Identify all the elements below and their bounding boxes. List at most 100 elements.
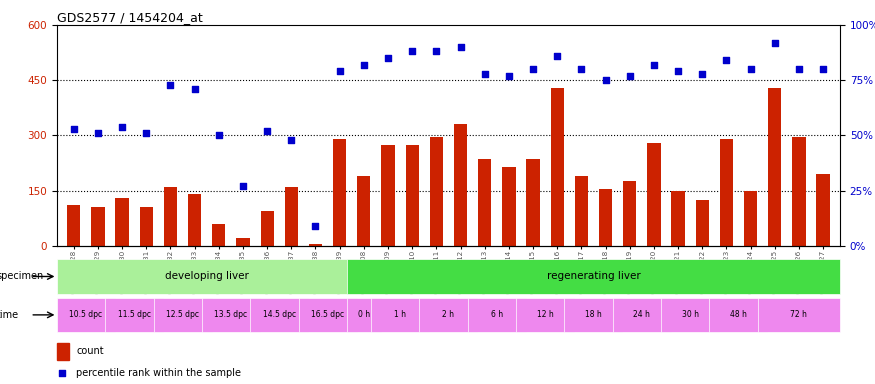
Text: GDS2577 / 1454204_at: GDS2577 / 1454204_at — [57, 11, 203, 24]
Bar — [284, 187, 298, 246]
Bar — [527, 159, 540, 246]
Bar — [164, 187, 177, 246]
Bar — [57, 343, 68, 360]
Bar — [478, 159, 492, 246]
Bar — [662, 298, 719, 332]
Point — [671, 68, 685, 74]
Bar — [419, 298, 478, 332]
Bar — [598, 189, 612, 246]
Point — [478, 71, 492, 77]
Bar — [550, 88, 564, 246]
Bar — [671, 190, 685, 246]
Point — [236, 183, 250, 189]
Bar — [346, 298, 381, 332]
Bar — [792, 137, 806, 246]
Text: developing liver: developing liver — [164, 271, 248, 281]
Bar — [382, 144, 395, 246]
Text: 14.5 dpc: 14.5 dpc — [262, 310, 296, 319]
Point — [284, 137, 298, 143]
Bar — [371, 298, 429, 332]
Bar — [696, 200, 709, 246]
Bar — [236, 238, 249, 246]
Bar — [250, 298, 308, 332]
Text: 11.5 dpc: 11.5 dpc — [118, 310, 150, 319]
Point — [187, 86, 201, 92]
Text: 13.5 dpc: 13.5 dpc — [214, 310, 248, 319]
Text: 6 h: 6 h — [491, 310, 503, 319]
Point — [212, 132, 226, 139]
Bar — [202, 298, 260, 332]
Text: 48 h: 48 h — [730, 310, 747, 319]
Bar — [309, 244, 322, 246]
Point — [719, 57, 733, 63]
Bar — [105, 298, 164, 332]
Point — [405, 48, 419, 55]
Text: 30 h: 30 h — [682, 310, 698, 319]
Bar — [468, 298, 526, 332]
Text: regenerating liver: regenerating liver — [547, 271, 640, 281]
Bar — [564, 298, 622, 332]
Point — [816, 66, 830, 72]
Point — [767, 40, 781, 46]
Point — [91, 130, 105, 136]
Text: percentile rank within the sample: percentile rank within the sample — [76, 368, 242, 378]
Bar — [333, 139, 346, 246]
Point — [139, 130, 153, 136]
Text: count: count — [76, 346, 104, 356]
Point — [430, 48, 444, 55]
Bar — [357, 176, 370, 246]
Bar — [57, 259, 357, 294]
Bar — [116, 198, 129, 246]
Bar — [67, 205, 80, 246]
Bar — [188, 194, 201, 246]
Point — [309, 223, 323, 229]
Point — [502, 73, 516, 79]
Text: 0 h: 0 h — [358, 310, 370, 319]
Bar — [575, 176, 588, 246]
Bar — [768, 88, 781, 246]
Text: 10.5 dpc: 10.5 dpc — [69, 310, 102, 319]
Bar — [140, 207, 153, 246]
Bar — [612, 298, 671, 332]
Text: specimen: specimen — [0, 271, 44, 281]
Text: 12.5 dpc: 12.5 dpc — [166, 310, 199, 319]
Bar — [720, 139, 733, 246]
Point — [66, 126, 80, 132]
Bar — [91, 207, 105, 246]
Text: 18 h: 18 h — [585, 310, 602, 319]
Point — [116, 124, 130, 130]
Bar — [744, 190, 757, 246]
Point — [55, 370, 69, 376]
Bar — [430, 137, 443, 246]
Bar — [298, 298, 357, 332]
Text: 24 h: 24 h — [634, 310, 650, 319]
Point — [381, 55, 395, 61]
Point — [260, 128, 274, 134]
Point — [526, 66, 540, 72]
Bar — [710, 298, 767, 332]
Bar — [57, 298, 115, 332]
Text: 1 h: 1 h — [394, 310, 406, 319]
Point — [623, 73, 637, 79]
Bar — [648, 143, 661, 246]
Bar — [212, 223, 226, 246]
Point — [574, 66, 588, 72]
Bar — [502, 167, 515, 246]
Point — [453, 44, 467, 50]
Text: 12 h: 12 h — [536, 310, 554, 319]
Point — [550, 53, 564, 59]
Bar — [758, 298, 840, 332]
Text: 2 h: 2 h — [443, 310, 454, 319]
Point — [792, 66, 806, 72]
Bar — [816, 174, 829, 246]
Text: 72 h: 72 h — [790, 310, 808, 319]
Bar — [153, 298, 212, 332]
Bar — [405, 144, 419, 246]
Point — [647, 62, 661, 68]
Point — [164, 81, 178, 88]
Text: 16.5 dpc: 16.5 dpc — [311, 310, 344, 319]
Point — [598, 77, 612, 83]
Point — [357, 62, 371, 68]
Text: time: time — [0, 310, 18, 320]
Bar — [516, 298, 574, 332]
